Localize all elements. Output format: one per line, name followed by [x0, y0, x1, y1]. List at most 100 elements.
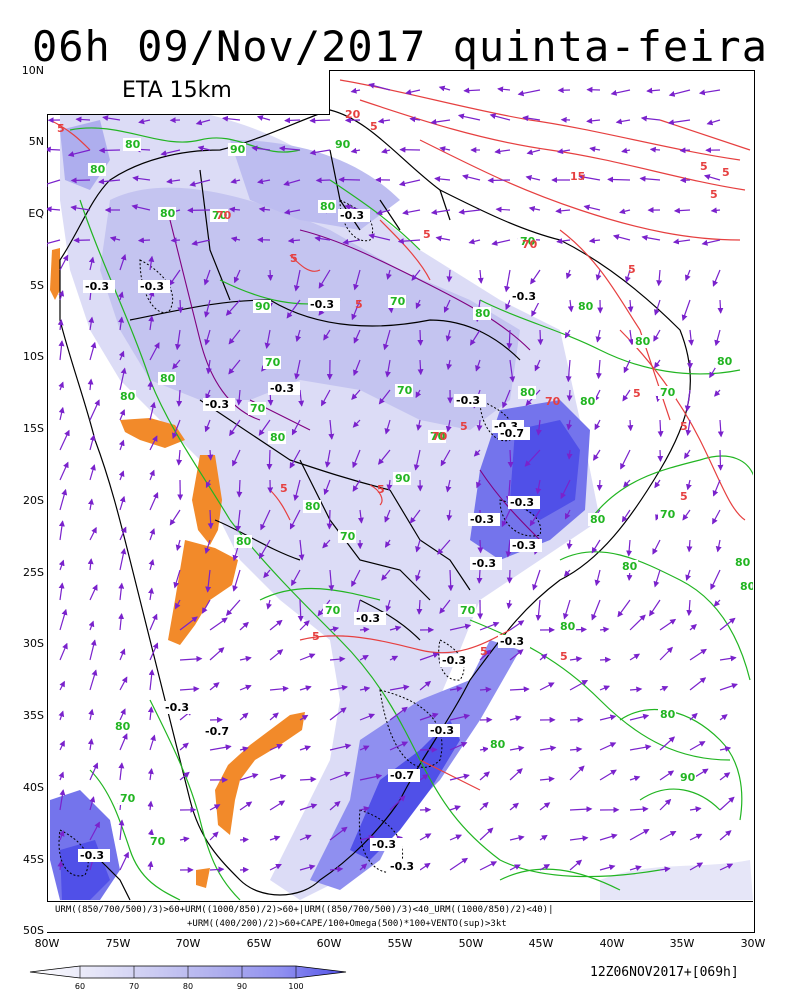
wind-vector [476, 479, 482, 489]
wind-vector [389, 684, 410, 691]
wind-vector [131, 204, 151, 211]
wind-vector [119, 409, 126, 421]
wind-vector [138, 118, 151, 125]
lat-label-20s: 20S [23, 494, 44, 507]
wind-vector [148, 315, 155, 331]
wind-vector [626, 539, 633, 557]
wind-vector [205, 479, 212, 489]
wind-vector [719, 745, 732, 752]
wind-vector [197, 145, 211, 152]
wind-vector [58, 520, 65, 541]
rh-label: 90 [680, 771, 696, 784]
wind-vector [595, 359, 602, 380]
wind-vector [179, 655, 203, 662]
wind-vector [689, 648, 707, 661]
wind-vector [323, 479, 331, 496]
wind-vector [535, 419, 542, 436]
wind-vector [315, 177, 331, 184]
omega-label-bg [163, 701, 195, 714]
wind-vector [87, 738, 94, 751]
wind-vector [179, 616, 198, 631]
wind-vector [359, 626, 370, 633]
wind-vector [47, 206, 61, 213]
wind-vector [497, 86, 511, 93]
rh-label: 70 [325, 604, 341, 617]
omega-label: -0.3 [390, 860, 414, 873]
rh-label-bg [88, 163, 106, 176]
cape-label: 5 [680, 420, 688, 433]
wind-vector [258, 419, 271, 436]
wind-vector [203, 299, 211, 318]
rh-label-bg [158, 207, 176, 220]
wind-vector [88, 256, 95, 271]
wind-vector [118, 819, 125, 841]
lat-label-10n: 10N [21, 64, 44, 77]
rh-label: 80 [740, 580, 756, 593]
wind-vector [368, 82, 391, 91]
wind-vector [629, 653, 641, 661]
wind-vector [409, 509, 421, 524]
omega-label: -0.3 [442, 654, 466, 667]
wind-vector [599, 864, 616, 871]
wind-vector [328, 419, 335, 440]
wind-vector [118, 582, 125, 601]
wind-vector [149, 435, 158, 451]
rh-label: 90 [255, 300, 271, 313]
wind-vector [449, 713, 471, 721]
wind-vector [299, 776, 317, 783]
wind-vector [487, 177, 511, 184]
wind-vector [119, 708, 126, 721]
wind-vector [557, 148, 571, 155]
wind-vector [47, 239, 61, 247]
wind-vector [119, 526, 127, 541]
wind-vector [299, 803, 318, 811]
wind-vector [719, 655, 737, 662]
wind-vector [397, 238, 421, 245]
wind-vector [269, 800, 286, 811]
wind-vector [629, 686, 643, 693]
wind-vector [479, 801, 489, 811]
wind-vector [509, 835, 525, 841]
omega-label-bg [138, 280, 170, 293]
wind-vector [59, 461, 69, 481]
wind-vector [657, 449, 664, 462]
wind-vector [384, 419, 391, 435]
legend-colorbar [29, 965, 347, 979]
wind-vector [659, 830, 677, 841]
wind-vector [659, 618, 677, 631]
wind-vector [118, 470, 125, 481]
rh-label: 80 [635, 335, 651, 348]
wind-vector [494, 148, 511, 155]
wind-vector [289, 449, 301, 469]
wind-vector [434, 176, 451, 182]
wind-vector [689, 862, 704, 871]
wind-vector [619, 208, 631, 215]
omega-label-bg [388, 860, 420, 873]
wind-vector [59, 429, 70, 451]
wind-vector [329, 866, 344, 873]
lat-label-45s: 45S [23, 853, 44, 866]
wind-vector [58, 771, 64, 781]
cape-label: 5 [722, 166, 730, 179]
wind-vector [318, 269, 331, 289]
wind-vector [89, 464, 96, 481]
wind-vector [445, 419, 452, 433]
wind-vector [684, 449, 691, 460]
wind-vector [299, 685, 312, 692]
wind-vector [119, 733, 128, 751]
wind-vector [70, 177, 91, 184]
wind-vector [712, 509, 721, 525]
rh-label: 80 [160, 207, 176, 220]
wind-vector [599, 656, 612, 663]
rh-label: 80 [270, 431, 286, 444]
wind-vector [509, 359, 516, 383]
cape-label: 5 [700, 160, 708, 173]
wind-vector [449, 685, 463, 692]
wind-vector [389, 625, 402, 632]
wind-vector [504, 269, 511, 293]
wind-vector [298, 539, 305, 561]
wind-vector [58, 830, 65, 841]
wind-vector [596, 479, 603, 491]
rh-label: 70 [390, 295, 406, 308]
